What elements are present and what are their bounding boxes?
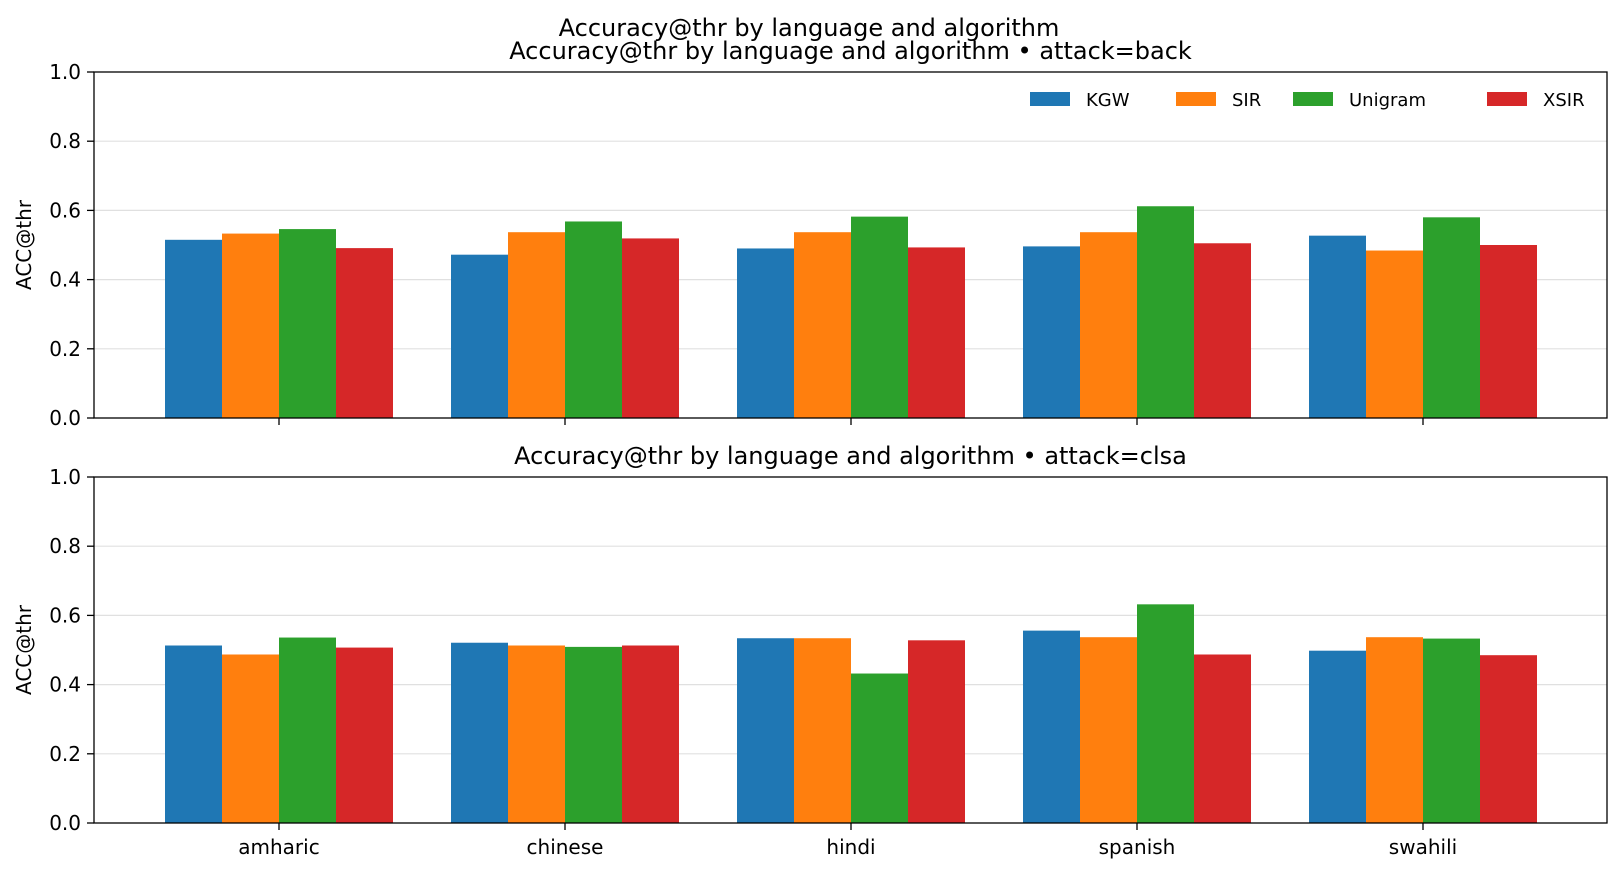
chart-title: Accuracy@thr by language and algorithm •… — [509, 37, 1192, 65]
bar-sir-swahili — [1366, 637, 1423, 823]
bar-xsir-swahili — [1480, 245, 1537, 418]
bar-xsir-swahili — [1480, 655, 1537, 823]
x-tick-label: hindi — [826, 835, 875, 859]
bar-sir-spanish — [1080, 637, 1137, 823]
bar-sir-chinese — [508, 232, 565, 418]
bar-xsir-hindi — [908, 640, 965, 823]
bar-unigram-amharic — [279, 229, 336, 418]
legend-swatch-sir — [1176, 92, 1216, 106]
legend: KGW SIR Unigram XSIR — [1030, 90, 1585, 111]
bar-kgw-amharic — [165, 645, 222, 823]
bar-kgw-spanish — [1023, 630, 1080, 823]
x-tick-label: spanish — [1099, 835, 1176, 859]
bar-unigram-spanish — [1137, 206, 1194, 418]
y-axis-label: ACC@thr — [12, 199, 36, 290]
bar-unigram-hindi — [851, 216, 908, 418]
bar-xsir-spanish — [1194, 243, 1251, 418]
axes-frame — [93, 476, 1608, 824]
bar-kgw-chinese — [451, 642, 508, 823]
bar-unigram-hindi — [851, 673, 908, 823]
bar-unigram-chinese — [565, 646, 622, 823]
legend-label-unigram: Unigram — [1349, 90, 1426, 111]
chart-title: Accuracy@thr by language and algorithm •… — [514, 442, 1187, 470]
panel-attack-clsa: Accuracy@thr by language and algorithm •… — [12, 442, 1608, 859]
bar-unigram-amharic — [279, 637, 336, 823]
legend-label-kgw: KGW — [1086, 90, 1130, 111]
bar-kgw-hindi — [737, 638, 794, 823]
bar-kgw-swahili — [1309, 650, 1366, 823]
y-tick-label: 0.6 — [49, 603, 81, 627]
x-tick-label: amharic — [238, 835, 319, 859]
y-tick-label: 0.6 — [49, 198, 81, 222]
x-tick-label: chinese — [527, 835, 604, 859]
bar-sir-spanish — [1080, 232, 1137, 418]
y-tick-label: 0.2 — [49, 742, 81, 766]
y-tick-label: 1.0 — [49, 465, 81, 489]
bar-xsir-amharic — [336, 647, 393, 823]
bar-sir-swahili — [1366, 250, 1423, 418]
bar-sir-hindi — [794, 638, 851, 823]
bar-sir-amharic — [222, 654, 279, 823]
y-tick-label: 0.0 — [49, 811, 81, 835]
bar-kgw-amharic — [165, 239, 222, 418]
y-tick-label: 0.0 — [49, 406, 81, 430]
bar-xsir-chinese — [622, 238, 679, 418]
legend-label-xsir: XSIR — [1543, 90, 1585, 111]
y-tick-label: 0.4 — [49, 268, 81, 292]
bar-sir-amharic — [222, 233, 279, 418]
bar-xsir-hindi — [908, 247, 965, 418]
y-tick-label: 0.8 — [49, 534, 81, 558]
panel-attack-back: Accuracy@thr by language and algorithm •… — [12, 37, 1608, 430]
bar-kgw-spanish — [1023, 246, 1080, 418]
x-tick-label: swahili — [1389, 835, 1457, 859]
bar-unigram-spanish — [1137, 604, 1194, 823]
figure-suptitle: Accuracy@thr by language and algorithm — [559, 14, 1060, 42]
legend-swatch-unigram — [1293, 92, 1333, 106]
bar-unigram-chinese — [565, 221, 622, 418]
axes-frame — [93, 71, 1608, 419]
bar-kgw-swahili — [1309, 235, 1366, 418]
bar-xsir-amharic — [336, 248, 393, 418]
bar-unigram-swahili — [1423, 638, 1480, 823]
legend-label-sir: SIR — [1232, 90, 1261, 111]
y-tick-label: 1.0 — [49, 60, 81, 84]
legend-swatch-xsir — [1487, 92, 1527, 106]
bar-kgw-chinese — [451, 254, 508, 418]
y-axis-label: ACC@thr — [12, 604, 36, 695]
bar-unigram-swahili — [1423, 217, 1480, 418]
y-tick-label: 0.2 — [49, 337, 81, 361]
y-tick-label: 0.4 — [49, 673, 81, 697]
bar-sir-hindi — [794, 232, 851, 418]
bar-sir-chinese — [508, 645, 565, 823]
y-tick-label: 0.8 — [49, 129, 81, 153]
bar-xsir-spanish — [1194, 654, 1251, 823]
bar-kgw-hindi — [737, 248, 794, 418]
legend-swatch-kgw — [1030, 92, 1070, 106]
bar-xsir-chinese — [622, 645, 679, 823]
